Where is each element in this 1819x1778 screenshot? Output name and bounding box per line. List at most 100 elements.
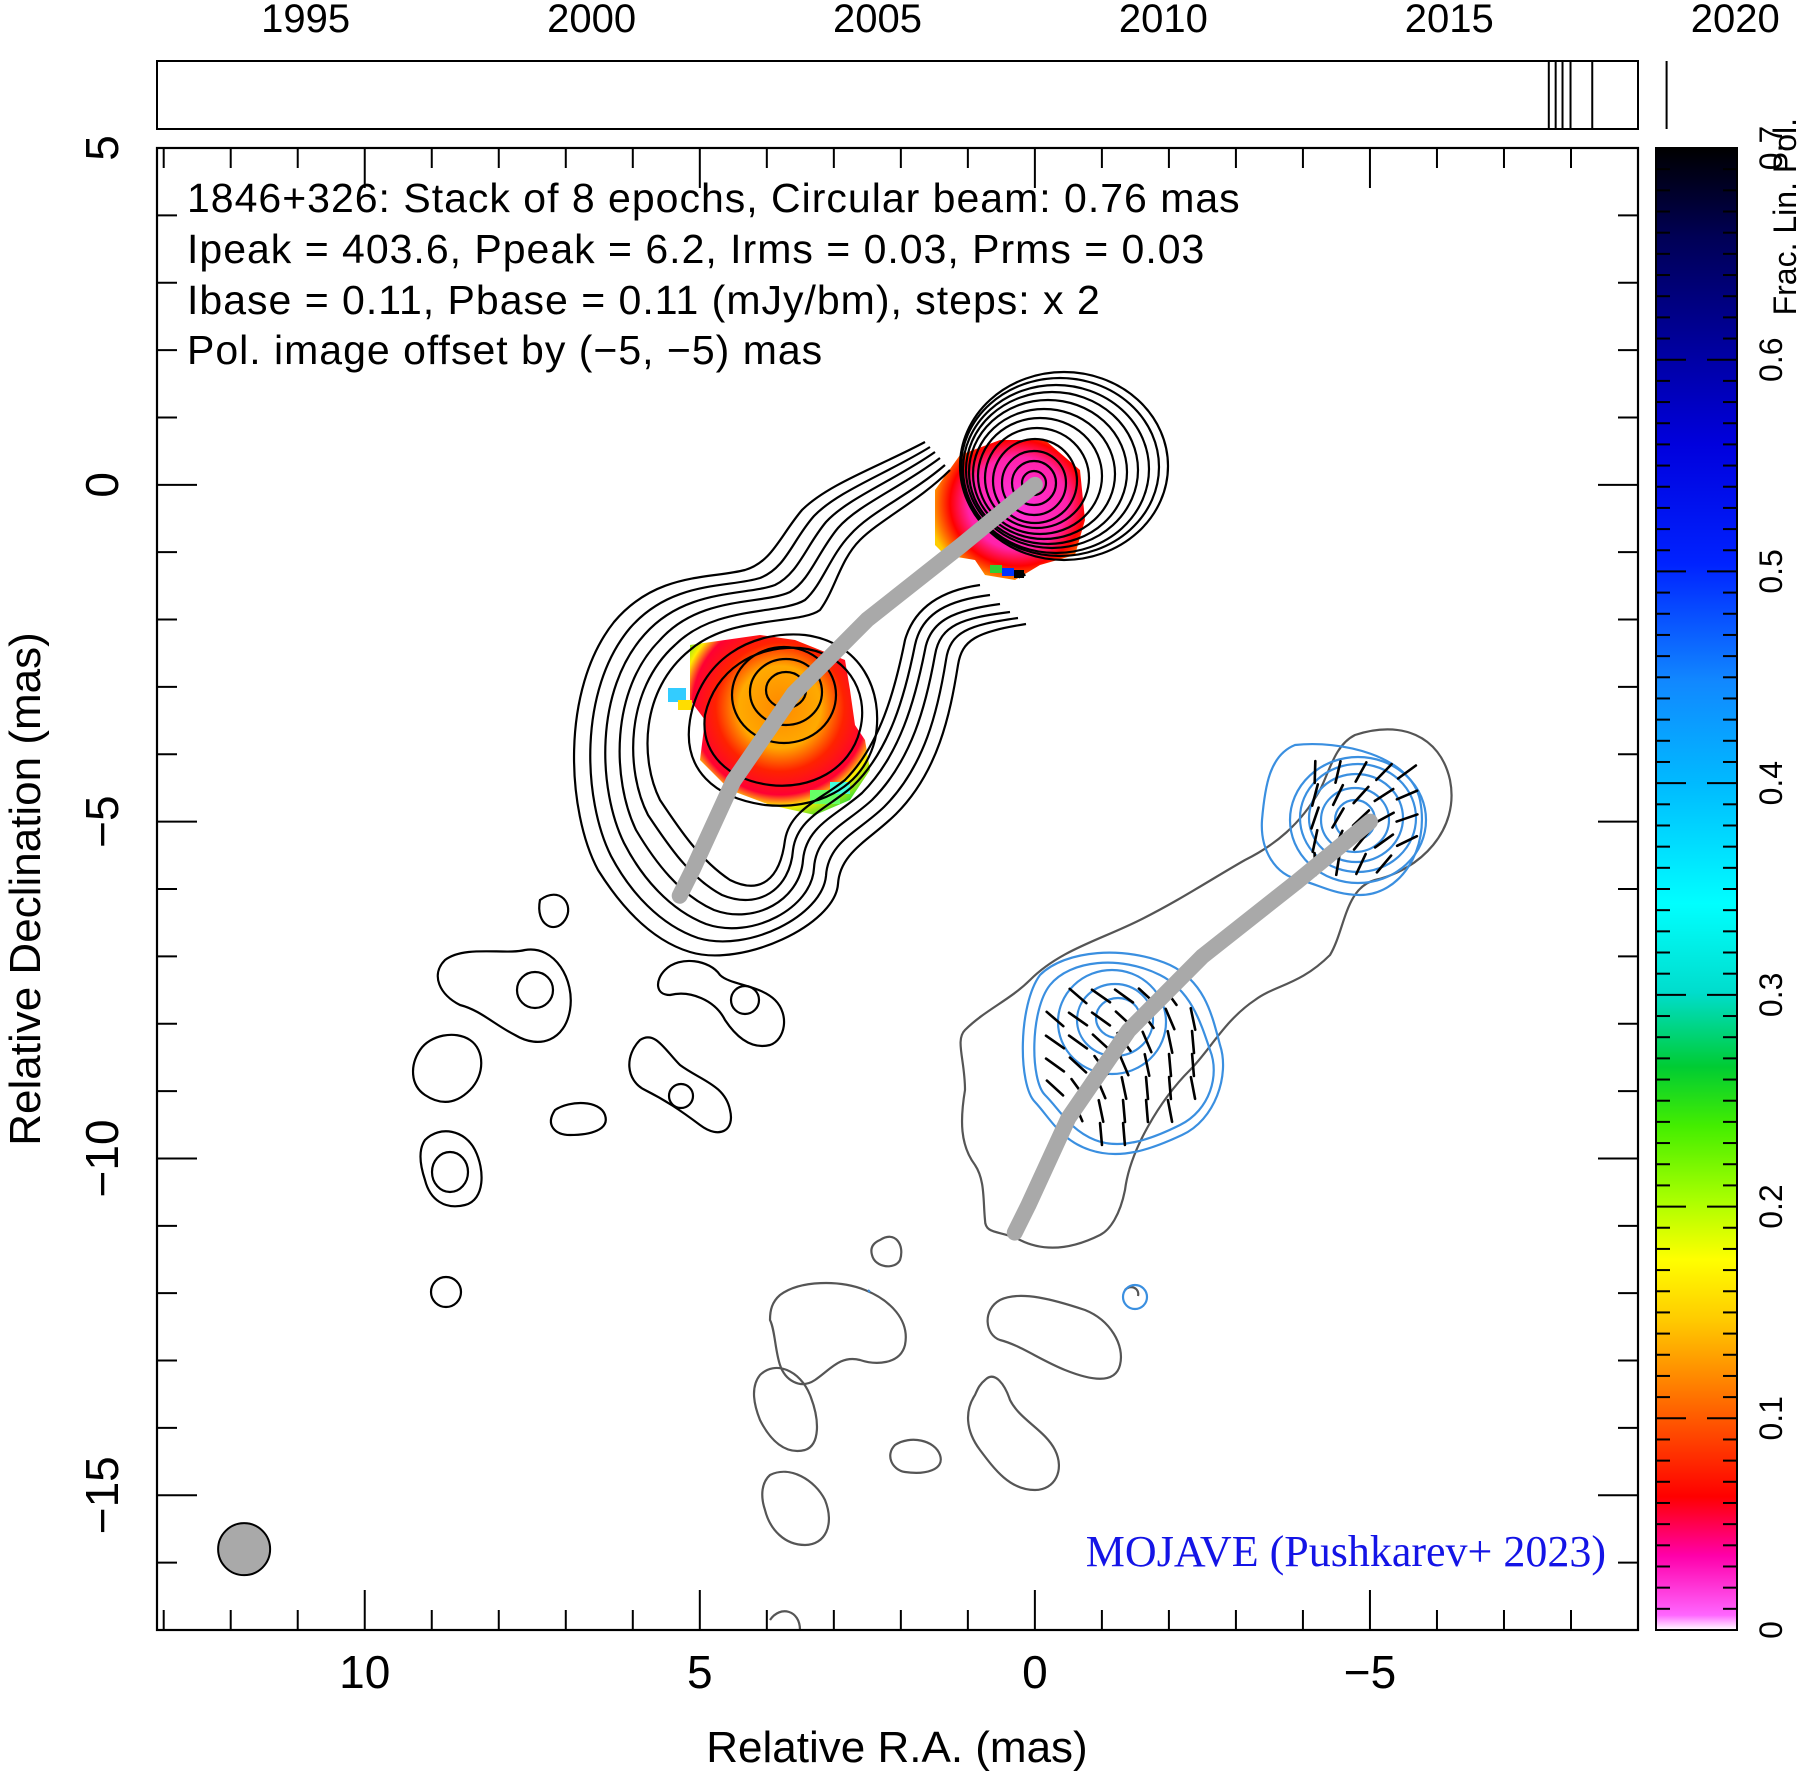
colorbar-tick-labels: 0 0.1 0.2 0.3 0.4 0.5 0.6 0.7 bbox=[1753, 126, 1789, 1639]
y-tick-label: 0 bbox=[76, 472, 128, 498]
evpa-tick bbox=[1354, 761, 1368, 783]
colorbar-title: Frac. Lin. Pol. bbox=[1767, 118, 1803, 315]
info-line-3: Ibase = 0.11, Pbase = 0.11 (mJy/bm), ste… bbox=[187, 277, 1101, 323]
info-line-1: 1846+326: Stack of 8 epochs, Circular be… bbox=[187, 175, 1241, 221]
evpa-tick bbox=[1067, 1011, 1089, 1027]
cbar-tick-label: 0.6 bbox=[1753, 337, 1789, 381]
evpa-tick bbox=[1167, 1075, 1173, 1101]
evpa-tick bbox=[1352, 785, 1370, 805]
cbar-tick-label: 0.5 bbox=[1753, 549, 1789, 593]
offset-note: Pol. image offset by (−5, −5) mas bbox=[187, 327, 823, 373]
timeline-tick-2015: 2015 bbox=[1405, 0, 1494, 41]
beam-ellipse bbox=[217, 1522, 272, 1577]
evpa-tick bbox=[1375, 854, 1393, 874]
evpa-tick bbox=[1121, 1098, 1127, 1124]
evpa-tick bbox=[1373, 787, 1395, 803]
credit-label: MOJAVE (Pushkarev+ 2023) bbox=[1086, 1527, 1606, 1576]
evpa-tick bbox=[1395, 789, 1419, 801]
evpa-tick bbox=[1311, 828, 1319, 854]
evpa-tick bbox=[1190, 1029, 1196, 1055]
evpa-tick bbox=[1395, 834, 1419, 848]
evpa-tick bbox=[1091, 1033, 1111, 1051]
evpa-tick bbox=[1120, 1075, 1128, 1101]
evpa-tick bbox=[1355, 852, 1367, 876]
evpa-tick bbox=[1068, 987, 1088, 1005]
evpa-tick bbox=[1045, 1010, 1065, 1028]
evpa-tick bbox=[1166, 1098, 1174, 1124]
pol-contours bbox=[867, 743, 1428, 1311]
evpa-tick bbox=[1331, 807, 1345, 829]
evpa-tick bbox=[1373, 833, 1395, 849]
evpa-tick bbox=[1375, 762, 1393, 782]
evpa-tick bbox=[1044, 1034, 1066, 1050]
x-tick-labels: 10 5 0 −5 bbox=[339, 1646, 1396, 1698]
timeline-tick-1995: 1995 bbox=[261, 0, 350, 41]
evpa-tick bbox=[1121, 1121, 1127, 1147]
timeline-tick-2000: 2000 bbox=[547, 0, 636, 41]
timeline-tick-2010: 2010 bbox=[1119, 0, 1208, 41]
intensity-noise-blobs bbox=[412, 893, 786, 1309]
evpa-tick bbox=[1310, 783, 1320, 807]
colorbar-ticks bbox=[1656, 147, 1737, 1631]
evpa-tick bbox=[1166, 1029, 1174, 1055]
timeline-epoch-markers bbox=[1547, 61, 1668, 129]
intensity-contours-jet bbox=[572, 441, 1027, 957]
intensity-contours-core bbox=[958, 370, 1170, 562]
y-axis-title: Relative Declination (mas) bbox=[1, 632, 50, 1146]
axis-ticks bbox=[157, 147, 1639, 1631]
colorbar: 0 0.1 0.2 0.3 0.4 0.5 0.6 0.7 Frac. Lin. Pol. bbox=[1655, 118, 1803, 1639]
evpa-tick bbox=[1189, 1075, 1197, 1101]
evpa-tick bbox=[1144, 1098, 1150, 1124]
cbar-tick-label: 0.3 bbox=[1753, 973, 1789, 1017]
x-axis-title: Relative R.A. (mas) bbox=[706, 1723, 1087, 1772]
evpa-tick bbox=[1189, 1006, 1197, 1032]
evpa-tick bbox=[1164, 1007, 1176, 1031]
cbar-tick-label: 0.1 bbox=[1753, 1396, 1789, 1440]
evpa-tick bbox=[1098, 1121, 1104, 1147]
evpa-tick bbox=[1310, 806, 1320, 830]
evpa-tick bbox=[1067, 1034, 1089, 1050]
evpa-tick bbox=[1396, 764, 1418, 780]
evpa-tick bbox=[1334, 759, 1342, 785]
cbar-tick-label: 0.4 bbox=[1753, 761, 1789, 805]
evpa-tick bbox=[1090, 988, 1112, 1004]
timeline: 1995 2000 2005 2010 2015 2020 bbox=[156, 0, 1780, 130]
ridge-line-offset bbox=[1006, 813, 1378, 1241]
evpa-tick bbox=[1141, 1030, 1153, 1054]
evpa-tick bbox=[1090, 1011, 1112, 1027]
y-tick-label: 5 bbox=[76, 135, 128, 161]
cbar-tick-label: 0.2 bbox=[1753, 1184, 1789, 1228]
ridge-line-main bbox=[671, 476, 1043, 904]
x-tick-label: 10 bbox=[339, 1646, 390, 1698]
evpa-tick bbox=[1331, 783, 1345, 807]
y-tick-labels: 5 0 −5 −10 −15 bbox=[76, 135, 128, 1534]
timeline-frame bbox=[156, 60, 1639, 130]
cbar-tick-label: 0 bbox=[1753, 1621, 1789, 1639]
evpa-tick bbox=[1044, 1057, 1066, 1073]
info-line-2: Ipeak = 403.6, Ppeak = 6.2, Irms = 0.03,… bbox=[187, 226, 1205, 272]
x-tick-label: 5 bbox=[687, 1646, 713, 1698]
timeline-tick-2020: 2020 bbox=[1691, 0, 1780, 41]
ridge-lines bbox=[671, 476, 1378, 1241]
evpa-tick bbox=[1097, 1098, 1105, 1124]
evpa-tick bbox=[1143, 1052, 1151, 1078]
evpa-tick bbox=[1190, 1052, 1196, 1078]
evpa-tick bbox=[1118, 1053, 1130, 1077]
evpa-tick bbox=[1068, 1056, 1088, 1074]
main-plot: 10 5 0 −5 5 0 −5 −10 −15 Relative R.A. (mas) Re… bbox=[1, 135, 1640, 1772]
timeline-tick-2005: 2005 bbox=[833, 0, 922, 41]
evpa-tick bbox=[1167, 1052, 1173, 1078]
y-tick-label: −5 bbox=[76, 795, 128, 847]
evpa-tick bbox=[1045, 1079, 1065, 1097]
evpa-tick bbox=[1313, 759, 1317, 785]
evpa-tick bbox=[1113, 988, 1135, 1004]
y-tick-label: −10 bbox=[76, 1119, 128, 1197]
evpa-tick bbox=[1144, 1075, 1150, 1101]
x-tick-label: −5 bbox=[1344, 1646, 1396, 1698]
evpa-tick bbox=[1395, 813, 1419, 823]
x-tick-label: 0 bbox=[1022, 1646, 1048, 1698]
cbar-tick-label: 0.7 bbox=[1753, 126, 1789, 170]
y-tick-label: −15 bbox=[76, 1456, 128, 1534]
timeline-tick-labels: 1995 2000 2005 2010 2015 2020 bbox=[261, 0, 1780, 41]
